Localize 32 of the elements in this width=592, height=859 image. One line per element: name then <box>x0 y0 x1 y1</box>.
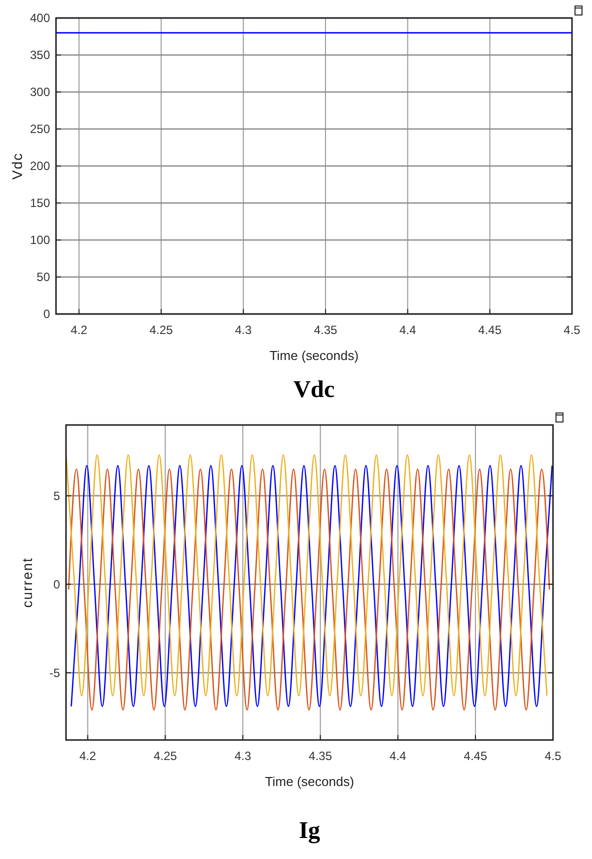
y-tick-label: 100 <box>30 233 50 247</box>
x-axis-title: Time (seconds) <box>269 348 359 363</box>
y-tick-label: 150 <box>30 196 50 210</box>
y-axis-title: current <box>19 557 35 608</box>
y-tick-label: 50 <box>36 270 50 284</box>
x-tick-label: 4.25 <box>154 749 178 763</box>
x-tick-label: 4.2 <box>79 749 96 763</box>
y-tick-label: 400 <box>30 11 50 25</box>
x-tick-label: 4.3 <box>234 323 252 337</box>
x-tick-label: 4.35 <box>314 323 338 337</box>
y-tick-label: 0 <box>43 307 50 321</box>
y-tick-label: 200 <box>30 159 50 173</box>
x-tick-label: 4.35 <box>308 749 332 763</box>
y-tick-label: 250 <box>30 122 50 136</box>
y-tick-label: 350 <box>30 48 50 62</box>
x-axis-title: Time (seconds) <box>264 774 354 789</box>
text: Ig <box>298 818 320 844</box>
x-tick-label: 4.4 <box>399 323 416 337</box>
x-tick-label: 4.45 <box>478 323 502 337</box>
x-tick-label: 4.4 <box>390 749 407 763</box>
x-tick-label: 4.3 <box>234 749 252 763</box>
x-tick-label: 4.5 <box>564 323 581 337</box>
y-tick-label: -5 <box>49 666 60 680</box>
y-tick-label: 5 <box>53 488 60 503</box>
text: Vdc <box>293 377 336 403</box>
y-tick-label: 300 <box>30 85 50 99</box>
x-tick-label: 4.5 <box>544 749 562 763</box>
y-axis-title: Vdc <box>9 152 25 180</box>
x-tick-label: 4.25 <box>149 323 174 337</box>
y-tick-label: 0 <box>53 577 60 592</box>
x-tick-label: 4.2 <box>70 323 88 337</box>
x-tick-label: 4.45 <box>464 749 488 763</box>
